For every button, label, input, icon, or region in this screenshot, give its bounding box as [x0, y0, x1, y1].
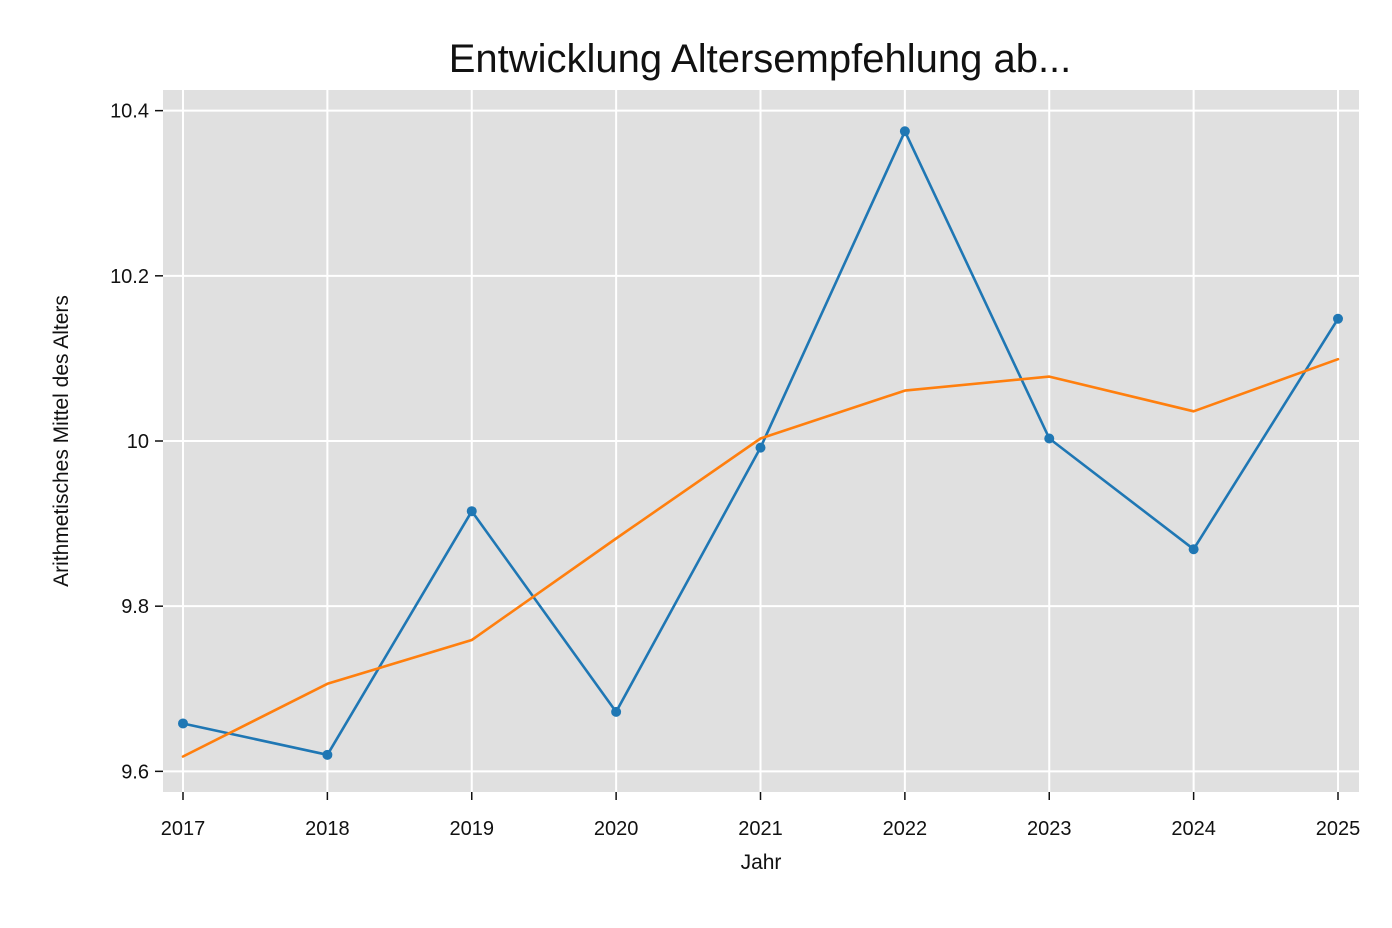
x-tick-label: 2017	[161, 818, 206, 840]
y-tick-label: 9.6	[121, 761, 149, 783]
data-point	[466, 506, 477, 517]
x-tick-label: 2025	[1316, 818, 1361, 840]
x-tick-label: 2020	[594, 818, 639, 840]
data-point	[322, 749, 333, 760]
data-point	[611, 706, 622, 717]
x-axis-label: Jahr	[741, 851, 782, 874]
x-tick-label: 2024	[1171, 818, 1216, 840]
data-point	[1333, 313, 1343, 324]
x-tick-label: 2021	[738, 818, 783, 840]
axes: 2017 2018 2019 2020 2021 2022 2023 2024 2025 9.6 9…	[110, 101, 1360, 840]
series-layer	[178, 126, 1343, 760]
data-point	[1188, 544, 1199, 555]
grid	[163, 90, 1359, 792]
x-tick-label: 2022	[883, 818, 928, 840]
x-tick-label: 2018	[305, 818, 350, 840]
data-point	[899, 126, 910, 137]
series-line-2	[181, 357, 1340, 758]
y-tick-label: 10.4	[110, 101, 149, 123]
y-tick-label: 10	[127, 431, 149, 453]
y-axis-label: Arithmetisches Mittel des Alters	[50, 295, 73, 587]
data-point	[178, 718, 188, 729]
x-tick-label: 2023	[1027, 818, 1072, 840]
data-point	[755, 442, 766, 453]
x-tick-label: 2019	[450, 818, 495, 840]
data-point	[1044, 433, 1055, 444]
y-tick-label: 10.2	[110, 266, 149, 288]
chart-title: Entwicklung Altersempfehlung ab...	[449, 37, 1072, 81]
y-tick-label: 9.8	[121, 596, 149, 618]
